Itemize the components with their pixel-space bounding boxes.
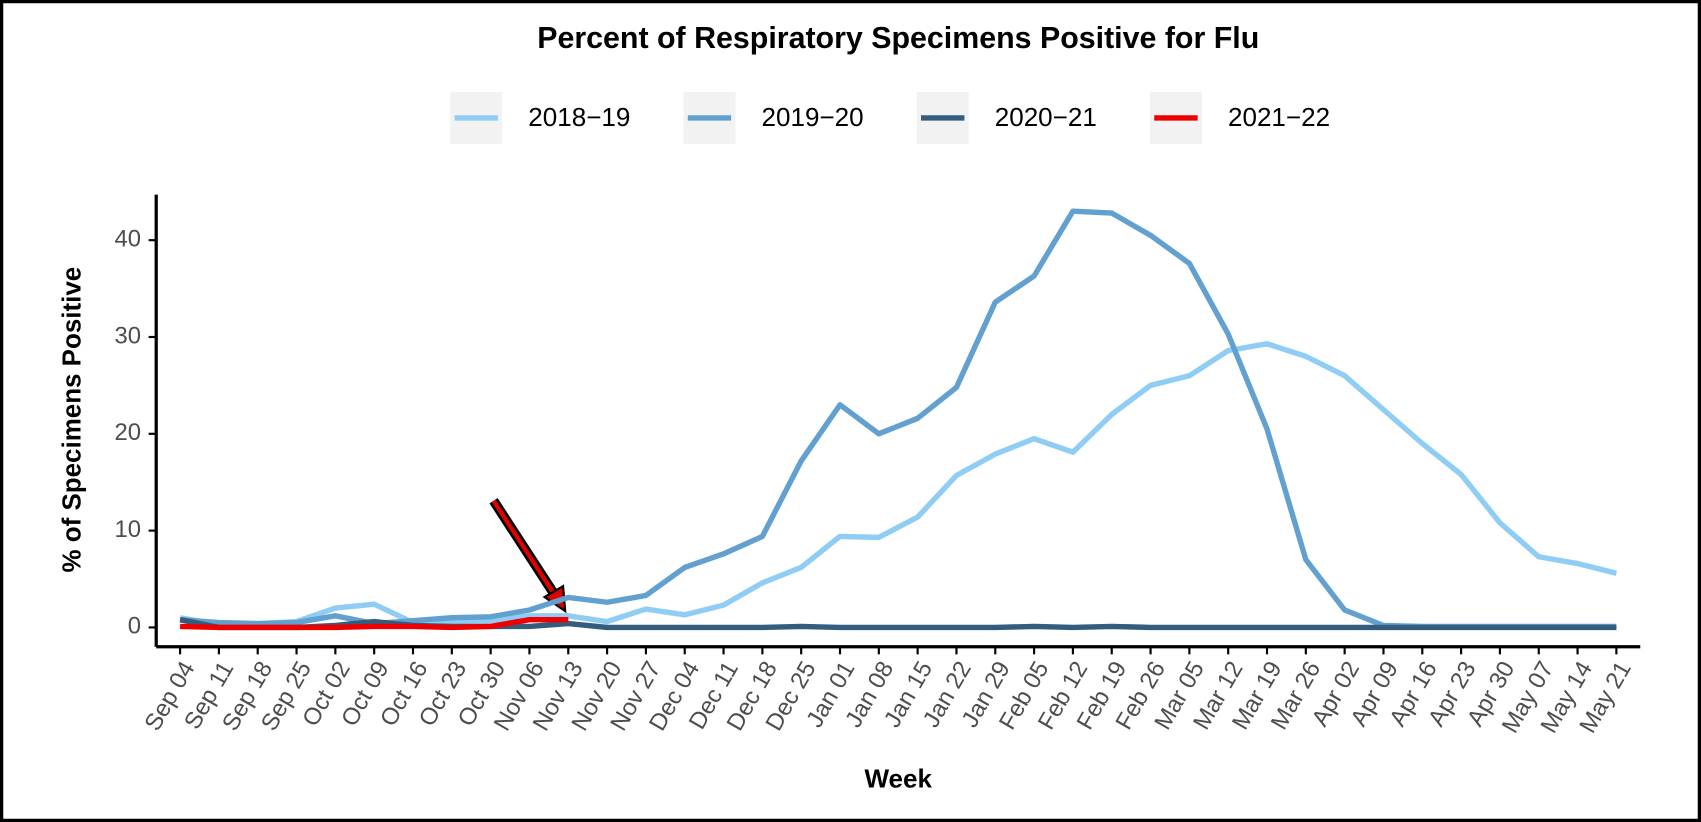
legend-label: 2018−19: [528, 102, 630, 132]
legend-label: 2019−20: [762, 102, 864, 132]
legend-label: 2021−22: [1228, 102, 1330, 132]
x-axis-title: Week: [864, 764, 932, 794]
y-tick-label: 10: [114, 516, 141, 543]
y-axis-title: % of Specimens Positive: [57, 267, 87, 573]
y-tick-label: 30: [114, 322, 141, 349]
y-tick-label: 20: [114, 419, 141, 446]
legend-label: 2020−21: [995, 102, 1097, 132]
series-line: [179, 208, 1617, 630]
chart-title: Percent of Respiratory Specimens Positiv…: [537, 22, 1259, 55]
y-tick-label: 40: [114, 226, 141, 253]
series-line: [180, 616, 569, 631]
y-tick-label: 0: [128, 613, 141, 640]
arrow: [489, 498, 567, 614]
